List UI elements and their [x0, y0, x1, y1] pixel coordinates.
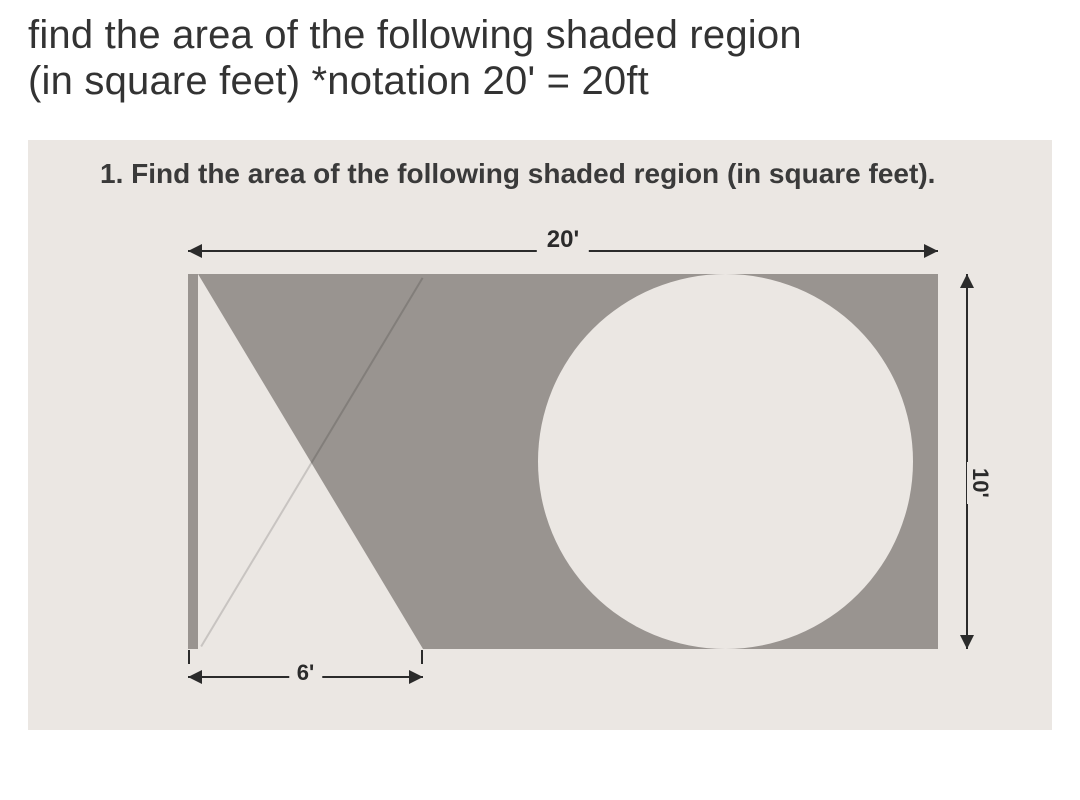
arrow-left-icon	[188, 670, 202, 684]
arrow-right-icon	[409, 670, 423, 684]
panel-title: 1. Find the area of the following shaded…	[100, 158, 935, 190]
arrow-left-icon	[188, 244, 202, 258]
dimension-right-label: 10'	[967, 462, 993, 504]
dimension-top: 20'	[188, 234, 938, 266]
dimension-right: 10'	[948, 274, 988, 649]
circle-cutout	[538, 274, 913, 649]
shaded-rectangle	[188, 274, 938, 649]
question-line-1: find the area of the following shaded re…	[28, 13, 802, 57]
dimension-bottom-label: 6'	[289, 660, 322, 686]
geometry-diagram: 20' 10' 6'	[188, 214, 938, 704]
question-line-2: (in square feet) *notation 20' = 20ft	[28, 59, 649, 103]
dimension-bottom: 6'	[188, 662, 423, 692]
arrow-right-icon	[924, 244, 938, 258]
arrow-up-icon	[960, 274, 974, 288]
question-text: find the area of the following shaded re…	[28, 12, 1052, 104]
figure-panel: 1. Find the area of the following shaded…	[28, 140, 1052, 730]
dimension-top-label: 20'	[537, 226, 589, 254]
arrow-down-icon	[960, 635, 974, 649]
